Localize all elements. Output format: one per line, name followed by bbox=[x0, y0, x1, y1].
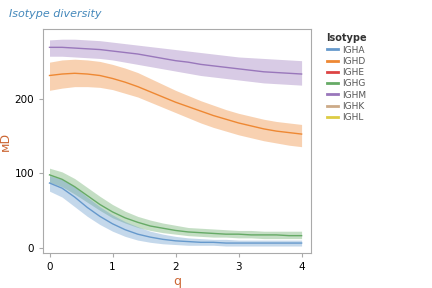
Y-axis label: ᴍD: ᴍD bbox=[0, 132, 12, 151]
Text: Isotype diversity: Isotype diversity bbox=[9, 9, 101, 19]
X-axis label: q: q bbox=[173, 275, 181, 288]
Legend: IGHA, IGHD, IGHE, IGHG, IGHM, IGHK, IGHL: IGHA, IGHD, IGHE, IGHG, IGHM, IGHK, IGHL bbox=[326, 33, 367, 122]
